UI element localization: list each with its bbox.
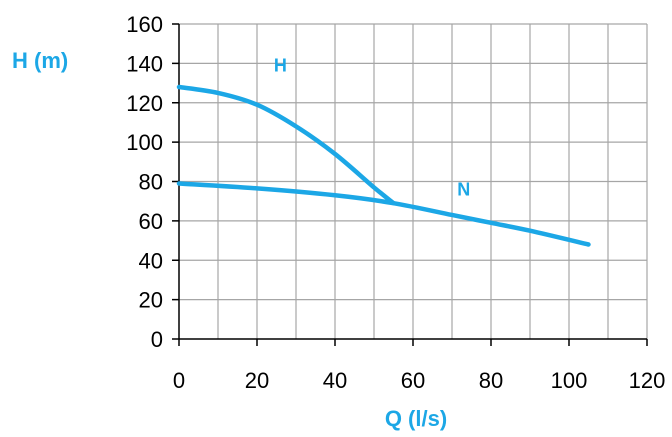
plot-grid xyxy=(179,23,648,339)
y-tick-label-2: 40 xyxy=(139,248,163,273)
y-tick-labels: 0 20 40 60 80 100 120 140 160 xyxy=(126,12,163,352)
plot-series xyxy=(176,84,591,247)
series-labels: HN xyxy=(274,55,470,199)
series-line-h xyxy=(176,84,396,206)
x-tick-label-6: 120 xyxy=(629,368,666,393)
y-tick-label-0: 0 xyxy=(151,327,163,352)
series-label-n: N xyxy=(457,179,470,199)
y-tick-label-1: 20 xyxy=(139,288,163,313)
x-axis-title: Q (l/s) xyxy=(385,406,447,431)
series-line-n xyxy=(176,181,591,247)
y-tick-label-3: 60 xyxy=(139,209,163,234)
y-tick-label-5: 100 xyxy=(126,130,163,155)
y-tick-label-6: 120 xyxy=(126,91,163,116)
x-tick-label-2: 40 xyxy=(323,368,347,393)
y-tick-label-7: 140 xyxy=(126,51,163,76)
y-tick-label-8: 160 xyxy=(126,12,163,37)
x-tick-label-4: 80 xyxy=(479,368,503,393)
x-tick-label-0: 0 xyxy=(173,368,185,393)
series-label-h: H xyxy=(274,55,287,75)
y-axis-title: H (m) xyxy=(12,48,68,73)
y-tick-label-4: 80 xyxy=(139,170,163,195)
x-tick-label-3: 60 xyxy=(401,368,425,393)
x-tick-label-5: 100 xyxy=(551,368,588,393)
x-tick-labels: 0 20 40 60 80 100 120 xyxy=(173,368,665,393)
plot-axes xyxy=(172,23,648,346)
x-tick-label-1: 20 xyxy=(245,368,269,393)
